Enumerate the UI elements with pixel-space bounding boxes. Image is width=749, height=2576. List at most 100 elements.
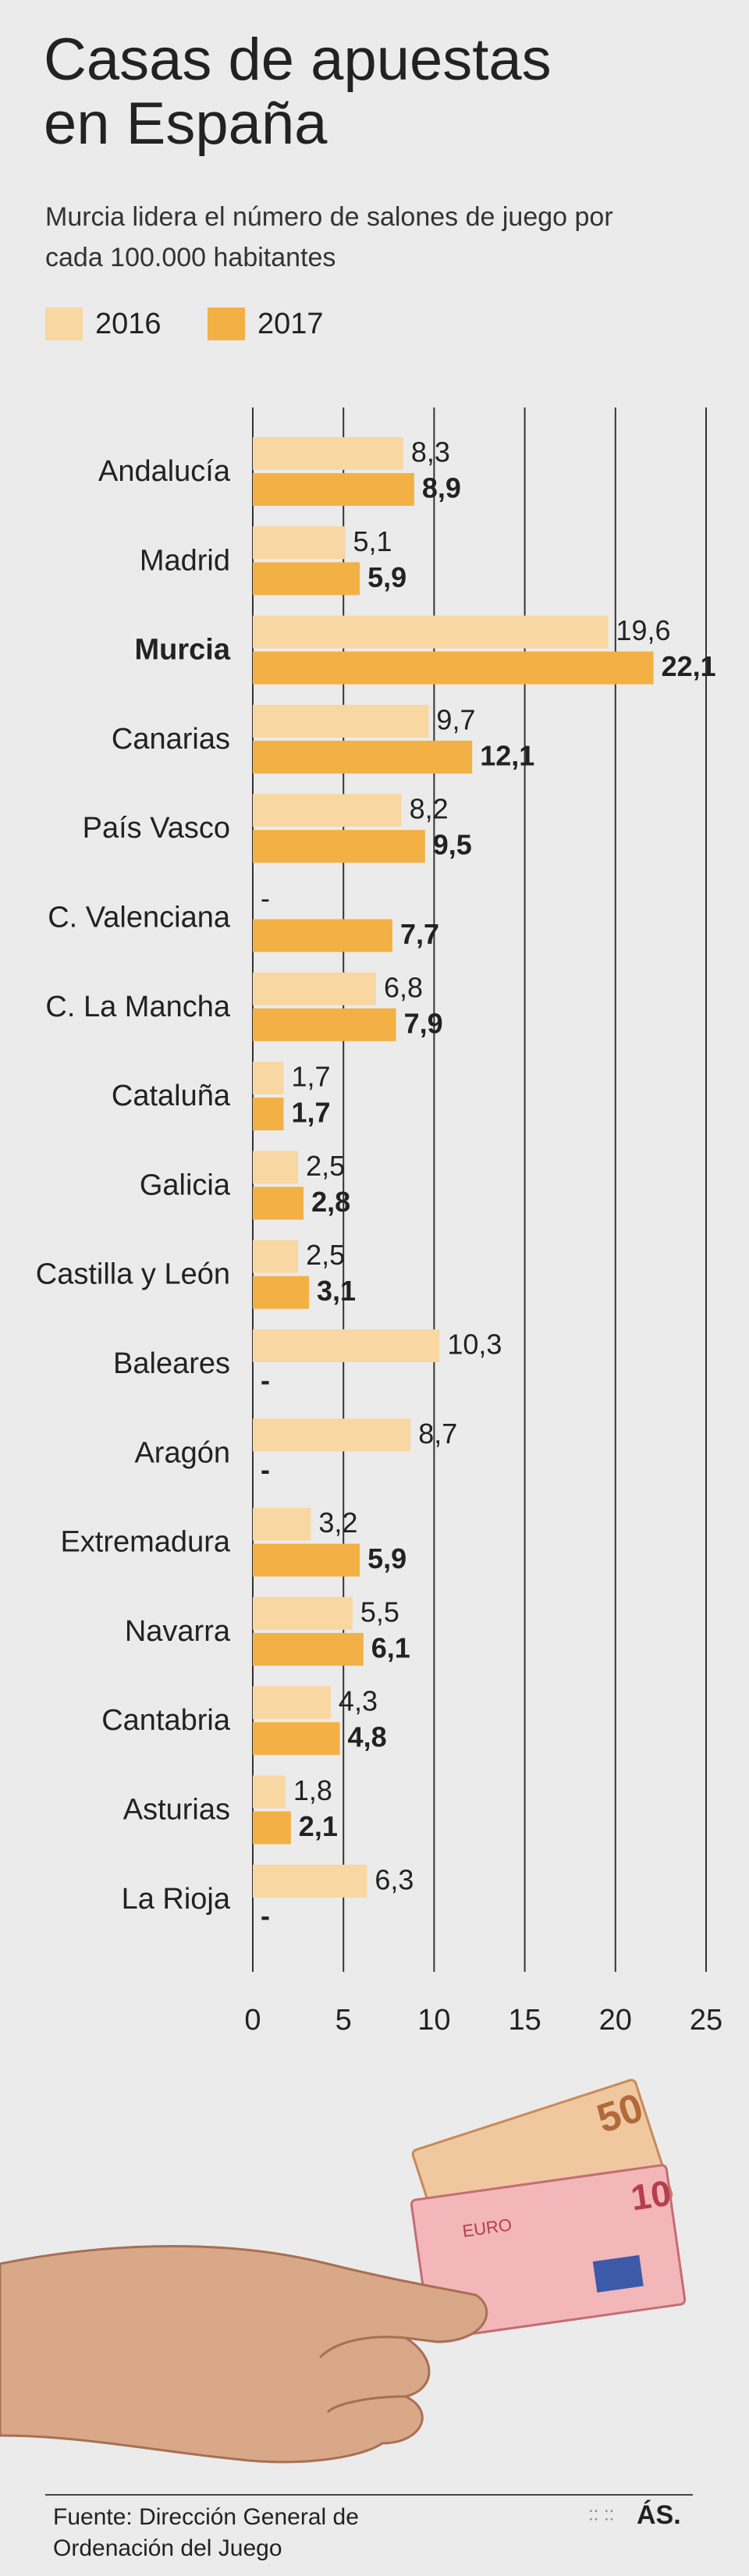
- y-tick-label: Cataluña: [112, 1080, 231, 1112]
- y-tick-label: Murcia: [135, 634, 231, 667]
- x-tick-label: 0: [244, 2004, 261, 2037]
- bar: [253, 1276, 310, 1309]
- value-label: 8,3: [411, 436, 450, 468]
- y-tick-label: Canarias: [112, 723, 230, 756]
- y-tick-label: C. La Mancha: [45, 991, 230, 1023]
- y-tick-label: Extremadura: [60, 1526, 230, 1559]
- value-label: -: [261, 1364, 270, 1397]
- value-label: 5,9: [367, 1542, 406, 1574]
- y-tick-label: Castilla y León: [36, 1258, 230, 1291]
- value-label: 3,2: [318, 1507, 357, 1539]
- bar: [253, 437, 403, 470]
- illustration: 50 10 EURO: [0, 2079, 687, 2464]
- value-label: 5,5: [360, 1596, 399, 1628]
- svg-text:10: 10: [628, 2172, 673, 2218]
- value-label: 10,3: [447, 1329, 502, 1361]
- value-label: 19,6: [616, 614, 671, 646]
- x-tick-label: 5: [335, 2004, 352, 2037]
- value-label: 6,8: [384, 971, 423, 1003]
- value-label: 5,9: [367, 561, 406, 593]
- value-label: 1,7: [292, 1097, 331, 1129]
- value-label: 7,9: [404, 1007, 443, 1039]
- bar: [253, 1775, 286, 1809]
- bar: [253, 1151, 299, 1184]
- value-label: -: [261, 1453, 270, 1485]
- value-label: 9,5: [433, 829, 472, 861]
- value-label: 4,3: [339, 1685, 378, 1717]
- value-label: 2,8: [311, 1186, 350, 1218]
- value-label: 8,2: [410, 793, 449, 825]
- legend-swatch: [208, 308, 245, 340]
- bar: [253, 1187, 304, 1220]
- value-label: -: [261, 882, 270, 914]
- bar: [253, 615, 609, 649]
- value-label: 7,7: [400, 918, 439, 950]
- bar: [253, 1507, 311, 1541]
- y-tick-label: Asturias: [123, 1794, 230, 1827]
- brand: ÁS.: [637, 2500, 681, 2530]
- legend-label: 2017: [257, 308, 324, 340]
- y-tick-label: País Vasco: [83, 812, 230, 845]
- value-label: 1,7: [292, 1061, 331, 1093]
- bar: [253, 1008, 396, 1041]
- bar: [253, 1864, 367, 1898]
- value-label: 6,1: [371, 1631, 410, 1663]
- value-label: 4,8: [348, 1721, 387, 1753]
- legend-label: 2016: [95, 308, 162, 340]
- bar: [253, 1811, 291, 1845]
- bar: [253, 1722, 340, 1756]
- value-label: 12,1: [480, 739, 534, 771]
- bar: [253, 1062, 284, 1095]
- chart-subtitle: Murcia lidera el número de salones de ju…: [45, 202, 613, 272]
- bar: [253, 1098, 284, 1131]
- x-tick-label: 20: [599, 2004, 632, 2037]
- value-label: 8,7: [418, 1418, 457, 1450]
- y-tick-label: Galicia: [140, 1169, 231, 1201]
- bar: [253, 651, 654, 685]
- bar: [253, 526, 346, 560]
- value-label: 2,1: [299, 1810, 338, 1842]
- bar: [253, 1329, 440, 1362]
- y-tick-label: Andalucía: [98, 455, 231, 488]
- bar: [253, 1686, 331, 1720]
- y-tick-label: Madrid: [140, 544, 230, 577]
- legend-swatch: [45, 308, 83, 340]
- bar: [253, 562, 360, 596]
- bar: [253, 1418, 411, 1452]
- value-label: -: [261, 1899, 270, 1931]
- chart-title: Casas de apuestas en España: [44, 27, 552, 157]
- value-label: 2,5: [306, 1239, 345, 1271]
- bar: [253, 473, 414, 506]
- bar: [253, 1543, 360, 1577]
- bar: [253, 740, 473, 774]
- value-label: 2,5: [306, 1150, 345, 1182]
- bar: [253, 1240, 299, 1273]
- x-tick-label: 25: [690, 2004, 722, 2037]
- bar: [253, 794, 402, 827]
- value-label: 1,8: [293, 1774, 332, 1806]
- x-tick-label: 15: [508, 2004, 541, 2037]
- bar: [253, 919, 392, 952]
- bar: [253, 1596, 353, 1630]
- value-label: 9,7: [436, 703, 475, 735]
- y-tick-label: Aragón: [134, 1436, 230, 1469]
- bar: [253, 830, 425, 863]
- y-tick-label: Cantabria: [101, 1704, 231, 1737]
- y-tick-label: Navarra: [125, 1615, 231, 1648]
- bar: [253, 972, 377, 1005]
- x-tick-label: 10: [417, 2004, 450, 2037]
- y-tick-label: C. Valenciana: [48, 902, 231, 934]
- y-tick-label: Baleares: [113, 1347, 230, 1380]
- brand-dots: :: ::: [588, 2503, 614, 2524]
- bar: [253, 704, 429, 738]
- source: Fuente: Dirección General de Ordenación d…: [53, 2504, 359, 2561]
- value-label: 6,3: [374, 1863, 414, 1895]
- y-tick-label: La Rioja: [122, 1883, 231, 1916]
- value-label: 22,1: [662, 650, 716, 682]
- value-label: 3,1: [317, 1275, 356, 1307]
- value-label: 5,1: [353, 525, 392, 557]
- bar: [253, 1632, 364, 1666]
- value-label: 8,9: [422, 472, 461, 504]
